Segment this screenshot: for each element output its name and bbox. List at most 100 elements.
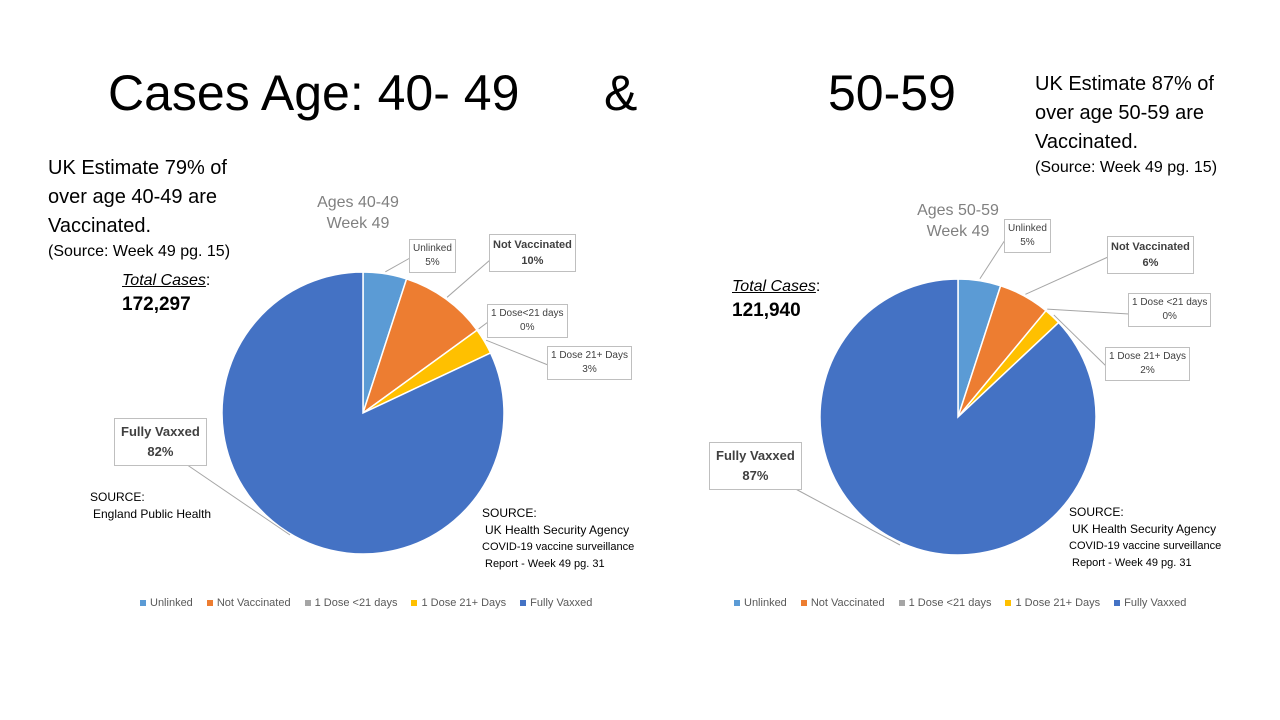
left-source-ukhsa-line2: UK Health Security Agency [485, 523, 630, 537]
right-legend: Unlinked Not Vaccinated 1 Dose <21 days 1 D… [734, 597, 1186, 609]
right-source-ukhsa-line2: UK Health Security Agency [1072, 522, 1217, 536]
right-total-cases: Total Cases: 121,940 [732, 278, 820, 322]
right-total-cases-label: Total Cases [732, 278, 816, 295]
right-callout-unlinked-value: 5% [1020, 237, 1035, 248]
right-callout-dose-lt21-value: 0% [1162, 311, 1177, 322]
left-callout-unlinked-label: Unlinked [413, 243, 452, 254]
left-legend-swatch [520, 600, 527, 606]
right-callout-fully-vaxxed-label: Fully Vaxxed [716, 448, 795, 463]
right-legend-label: 1 Dose <21 days [908, 597, 992, 609]
right-legend-label: Unlinked [744, 597, 787, 609]
left-estimate: UK Estimate 79% of over age 40-49 are Va… [48, 154, 230, 263]
right-estimate-line3: Vaccinated. [1035, 131, 1139, 153]
right-callout-dose-21plus-label: 1 Dose 21+ Days [1109, 351, 1186, 362]
left-leader-not-vaccinated [446, 259, 491, 298]
left-total-cases: Total Cases: 172,297 [122, 272, 210, 316]
right-legend-label: 1 Dose 21+ Days [1015, 597, 1101, 609]
right-legend-swatch [898, 600, 905, 606]
left-legend-swatch [304, 600, 311, 606]
left-legend-swatch [411, 600, 418, 606]
right-callout-not-vaccinated: Not Vaccinated 6% [1107, 236, 1194, 274]
left-callout-fully-vaxxed: Fully Vaxxed 82% [114, 418, 207, 466]
right-legend-item: Unlinked [734, 597, 787, 609]
left-total-cases-value: 172,297 [122, 294, 191, 315]
right-callout-dose-21plus: 1 Dose 21+ Days 2% [1105, 347, 1190, 381]
right-source-ukhsa-line4: Report - Week 49 pg. 31 [1072, 557, 1192, 569]
right-source-ukhsa-line1: SOURCE: [1069, 505, 1124, 519]
right-leader-not-vaccinated [1025, 256, 1109, 295]
left-callout-fully-vaxxed-value: 82% [147, 444, 174, 459]
left-total-cases-label: Total Cases [122, 272, 206, 289]
left-legend-label: Not Vaccinated [216, 597, 291, 609]
right-callout-unlinked: Unlinked 5% [1004, 219, 1051, 253]
right-legend-label: Fully Vaxxed [1124, 597, 1187, 609]
right-callout-fully-vaxxed-value: 87% [742, 468, 769, 483]
right-total-cases-colon: : [815, 278, 821, 295]
right-leader-fully-vaxxed [789, 485, 901, 546]
left-callout-dose-21plus: 1 Dose 21+ Days 3% [547, 346, 632, 380]
right-callout-not-vaccinated-label: Not Vaccinated [1111, 241, 1190, 253]
right-legend-swatch [1005, 600, 1012, 606]
left-legend-item: 1 Dose 21+ Days [411, 597, 506, 609]
right-legend-item: 1 Dose <21 days [898, 597, 992, 609]
left-pie-title-line1: Ages 40-49 [317, 194, 399, 211]
left-callout-fully-vaxxed-label: Fully Vaxxed [121, 424, 200, 439]
left-estimate-source: (Source: Week 49 pg. 15) [48, 243, 231, 260]
left-callout-unlinked: Unlinked 5% [409, 239, 456, 273]
left-source-public-health-line2: England Public Health [93, 507, 212, 521]
right-estimate-line2: over age 50-59 are [1035, 102, 1205, 124]
right-leader-dose-21plus [1053, 314, 1107, 367]
right-leader-dose-lt21 [1047, 308, 1130, 315]
right-callout-dose-21plus-value: 2% [1140, 365, 1155, 376]
right-source-ukhsa: SOURCE: UK Health Security Agency COVID-… [1069, 504, 1221, 572]
right-total-cases-value: 121,940 [732, 300, 801, 321]
left-source-public-health: SOURCE: England Public Health [90, 489, 211, 523]
left-legend-swatch [140, 600, 146, 606]
left-legend-item: Not Vaccinated [206, 597, 291, 609]
left-pie-title-line2: Week 49 [326, 215, 390, 232]
left-callout-not-vaccinated-value: 10% [521, 255, 544, 267]
right-callout-unlinked-label: Unlinked [1008, 223, 1047, 234]
left-source-ukhsa: SOURCE: UK Health Security Agency COVID-… [482, 505, 634, 573]
left-legend-item: Fully Vaxxed [520, 597, 592, 609]
right-legend-swatch [1114, 600, 1121, 606]
right-legend-item: 1 Dose 21+ Days [1005, 597, 1100, 609]
left-legend-label: Unlinked [150, 597, 193, 609]
slide-title-left: Cases Age: 40- 49 [108, 65, 520, 121]
slide-title-ampersand: & [604, 65, 638, 121]
right-callout-dose-lt21-label: 1 Dose <21 days [1132, 297, 1208, 308]
left-legend-item: 1 Dose <21 days [304, 597, 397, 609]
left-leader-unlinked [385, 257, 411, 273]
left-legend-item: Unlinked [140, 597, 193, 609]
left-callout-not-vaccinated: Not Vaccinated 10% [489, 234, 576, 272]
right-legend-item: Fully Vaxxed [1114, 597, 1186, 609]
left-callout-dose-21plus-label: 1 Dose 21+ Days [551, 350, 628, 361]
left-source-ukhsa-line3: COVID-19 vaccine surveillance [482, 541, 635, 553]
left-pie-slice-not-vaccinated [361, 277, 479, 415]
left-leader-dose-lt21 [478, 321, 489, 330]
right-pie-title: Ages 50-59 Week 49 [908, 200, 1008, 242]
right-leader-unlinked [979, 239, 1006, 279]
right-source-ukhsa-line3: COVID-19 vaccine surveillance [1069, 540, 1222, 552]
left-pie-title: Ages 40-49 Week 49 [308, 192, 408, 234]
left-estimate-line3: Vaccinated. [48, 215, 152, 237]
left-legend-label: 1 Dose 21+ Days [421, 597, 507, 609]
left-source-public-health-line1: SOURCE: [90, 490, 145, 504]
right-pie-title-line1: Ages 50-59 [917, 202, 999, 219]
left-legend-label: Fully Vaxxed [530, 597, 593, 609]
left-leader-dose-21plus [485, 339, 549, 366]
right-callout-dose-lt21: 1 Dose <21 days 0% [1128, 293, 1212, 327]
right-callout-fully-vaxxed: Fully Vaxxed 87% [709, 442, 802, 490]
right-estimate-source: (Source: Week 49 pg. 15) [1035, 159, 1218, 176]
left-estimate-line1: UK Estimate 79% of [48, 157, 227, 179]
right-pie-slice-fully-vaxxed [819, 278, 1097, 556]
left-callout-dose-lt21-value: 0% [520, 322, 535, 333]
left-callout-not-vaccinated-label: Not Vaccinated [493, 239, 572, 251]
right-legend-swatch [800, 600, 807, 606]
left-pie-slice-fully-vaxxed [221, 271, 505, 555]
right-pie-title-line2: Week 49 [926, 223, 990, 240]
right-estimate-line1: UK Estimate 87% of [1035, 73, 1214, 95]
right-estimate: UK Estimate 87% of over age 50-59 are Va… [1035, 70, 1217, 179]
